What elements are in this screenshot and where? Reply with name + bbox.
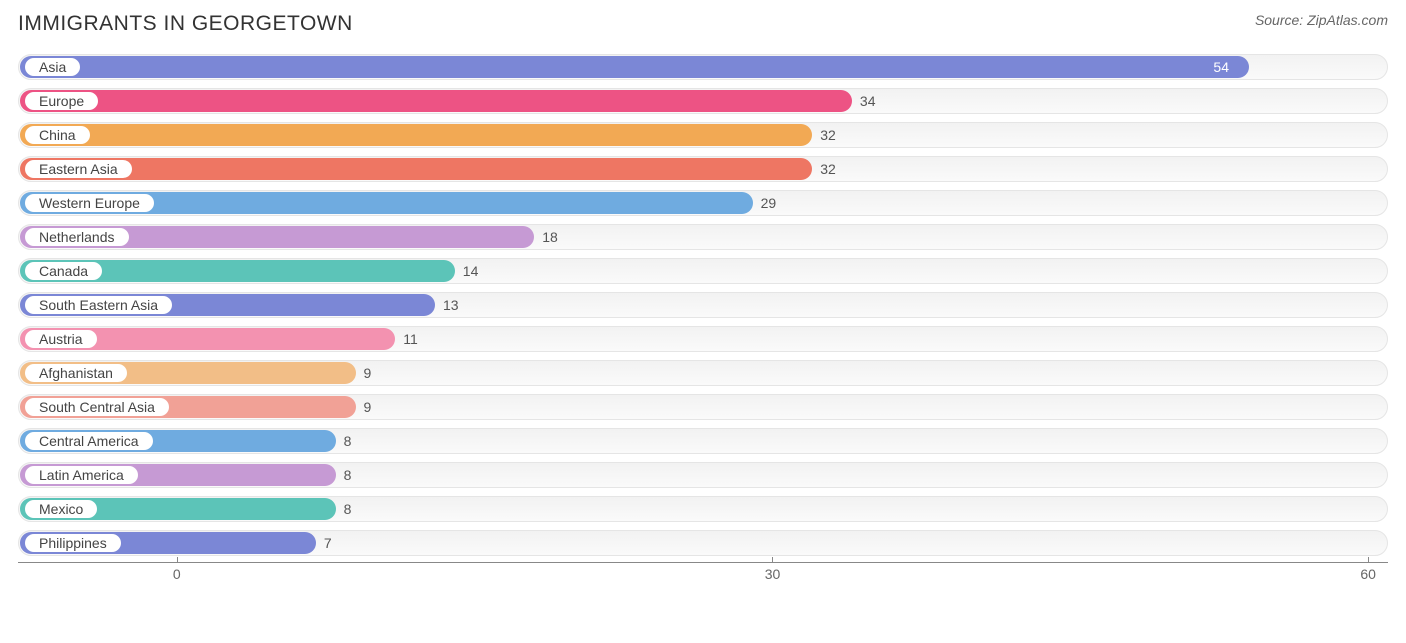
- bar-value: 18: [534, 224, 558, 250]
- source-prefix: Source:: [1255, 12, 1307, 28]
- bar-row: Europe 34: [18, 88, 1388, 114]
- x-axis: 0 30 60: [18, 562, 1388, 586]
- axis-tick-label: 60: [1360, 566, 1376, 582]
- bar-row: Latin America 8: [18, 462, 1388, 488]
- bar-label-pill: Netherlands: [24, 227, 130, 247]
- bar-value: 8: [336, 462, 352, 488]
- bar-value: 14: [455, 258, 479, 284]
- bar-row: Central America 8: [18, 428, 1388, 454]
- bar-row: Eastern Asia 32: [18, 156, 1388, 182]
- bar-label-pill: Canada: [24, 261, 103, 281]
- bar-label-pill: South Eastern Asia: [24, 295, 173, 315]
- axis-tick: [1368, 557, 1369, 563]
- bar-value: 13: [435, 292, 459, 318]
- bar-label-pill: Central America: [24, 431, 154, 451]
- bar-row: China 32: [18, 122, 1388, 148]
- bar-value: 8: [336, 428, 352, 454]
- bar-fill: 54: [20, 56, 1249, 78]
- bar-label-pill: Philippines: [24, 533, 122, 553]
- bar-label-pill: Austria: [24, 329, 98, 349]
- bar-label-pill: Asia: [24, 57, 81, 77]
- bar-value: 54: [1213, 56, 1243, 78]
- bar-row: Austria 11: [18, 326, 1388, 352]
- bar-row: Netherlands 18: [18, 224, 1388, 250]
- bar-fill: [20, 158, 812, 180]
- axis-tick-label: 30: [765, 566, 781, 582]
- bars-container: 54 Asia Europe 34 China 32 Eastern Asia 32 Weste…: [18, 54, 1388, 556]
- bar-value: 7: [316, 530, 332, 556]
- bar-label-pill: Afghanistan: [24, 363, 128, 383]
- bar-label-pill: China: [24, 125, 91, 145]
- bar-value: 34: [852, 88, 876, 114]
- bar-row: Philippines 7: [18, 530, 1388, 556]
- chart-header: IMMIGRANTS IN GEORGETOWN Source: ZipAtla…: [18, 12, 1388, 36]
- chart-title: IMMIGRANTS IN GEORGETOWN: [18, 12, 353, 36]
- chart-area: 54 Asia Europe 34 China 32 Eastern Asia 32 Weste…: [18, 54, 1388, 586]
- bar-fill: [20, 124, 812, 146]
- bar-label-pill: Mexico: [24, 499, 98, 519]
- source-name: ZipAtlas.com: [1307, 12, 1388, 28]
- bar-row: 54 Asia: [18, 54, 1388, 80]
- bar-value: 29: [753, 190, 777, 216]
- bar-row: Mexico 8: [18, 496, 1388, 522]
- bar-row: Canada 14: [18, 258, 1388, 284]
- bar-value: 32: [812, 156, 836, 182]
- bar-row: South Central Asia 9: [18, 394, 1388, 420]
- bar-label-pill: Western Europe: [24, 193, 155, 213]
- bar-label-pill: Eastern Asia: [24, 159, 133, 179]
- bar-label-pill: South Central Asia: [24, 397, 170, 417]
- bar-row: South Eastern Asia 13: [18, 292, 1388, 318]
- bar-value: 11: [395, 326, 418, 352]
- bar-value: 9: [356, 394, 372, 420]
- bar-label-pill: Europe: [24, 91, 99, 111]
- bar-label-pill: Latin America: [24, 465, 139, 485]
- bar-row: Afghanistan 9: [18, 360, 1388, 386]
- bar-value: 8: [336, 496, 352, 522]
- bar-fill: [20, 90, 852, 112]
- bar-row: Western Europe 29: [18, 190, 1388, 216]
- bar-value: 32: [812, 122, 836, 148]
- axis-tick-label: 0: [173, 566, 181, 582]
- chart-source: Source: ZipAtlas.com: [1255, 12, 1388, 28]
- axis-tick: [177, 557, 178, 563]
- axis-tick: [772, 557, 773, 563]
- bar-value: 9: [356, 360, 372, 386]
